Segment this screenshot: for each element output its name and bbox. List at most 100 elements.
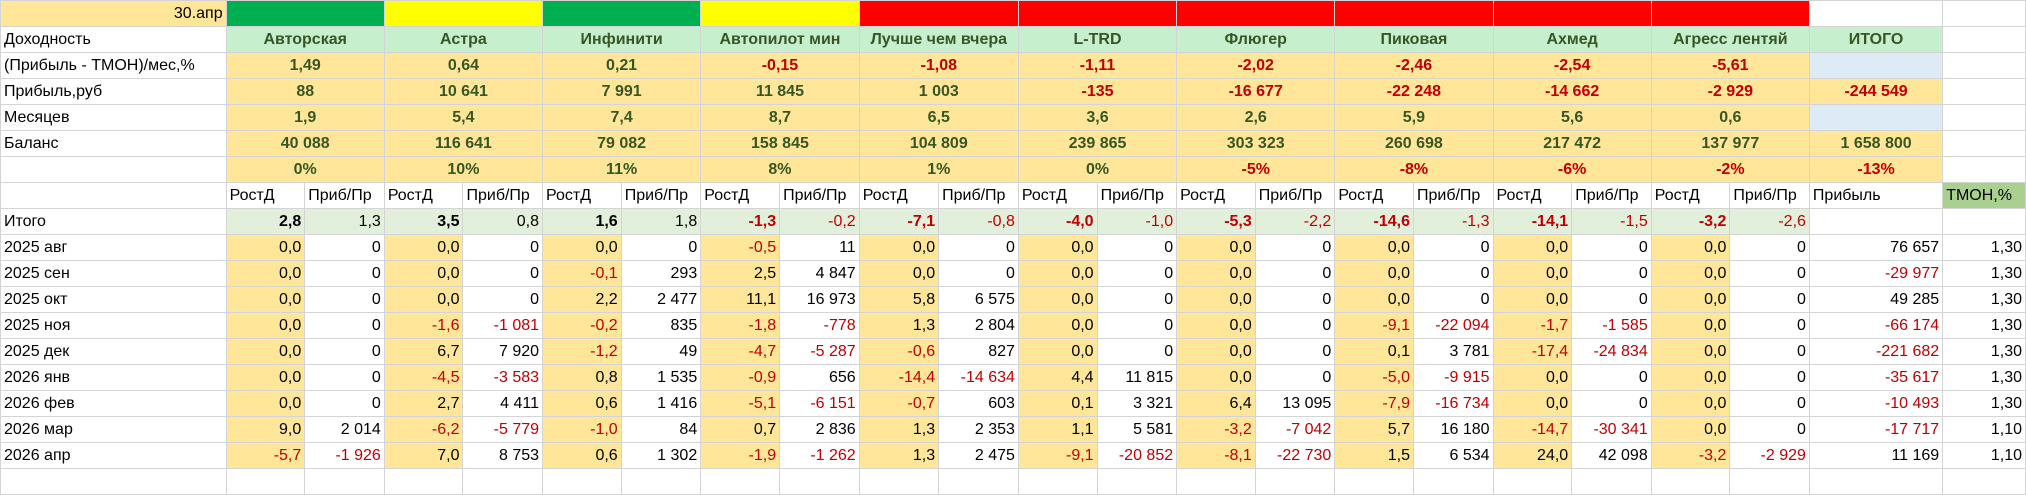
strategy-header-10[interactable]: Агресс лентяй bbox=[1650, 26, 1810, 53]
color-band-8[interactable] bbox=[1334, 0, 1494, 27]
blank-cell[interactable] bbox=[1942, 26, 2026, 53]
month-tmon[interactable]: 1,30 bbox=[1942, 312, 2026, 339]
month-rost[interactable]: 0,0 bbox=[1650, 286, 1731, 313]
month-rost[interactable]: 0,0 bbox=[225, 312, 306, 339]
total-rost[interactable]: -4,0 bbox=[1017, 208, 1098, 235]
month-rost[interactable]: 0,0 bbox=[1017, 260, 1098, 287]
month-rost[interactable]: 2,2 bbox=[542, 286, 622, 313]
month-rost[interactable]: -7,9 bbox=[1334, 390, 1414, 417]
total-prib[interactable]: -1,5 bbox=[1571, 208, 1652, 235]
strategy-header-8[interactable]: Пиковая bbox=[1334, 26, 1494, 53]
month-prib[interactable]: 0 bbox=[1254, 286, 1336, 313]
month-rost[interactable]: 0,0 bbox=[1650, 390, 1731, 417]
summary-total[interactable] bbox=[1808, 52, 1944, 79]
month-prib[interactable]: 0 bbox=[1571, 234, 1652, 261]
month-label[interactable]: 2026 мар bbox=[0, 416, 227, 443]
month-rost[interactable]: 1,5 bbox=[1334, 442, 1414, 469]
summary-value[interactable]: -6% bbox=[1492, 156, 1652, 183]
row-label[interactable]: (Прибыль - ТМОН)/мес,% bbox=[0, 52, 227, 79]
summary-value[interactable]: 5,6 bbox=[1492, 104, 1652, 131]
month-prib[interactable]: 2 836 bbox=[779, 416, 860, 443]
blank-cell[interactable] bbox=[1096, 468, 1178, 495]
month-rost[interactable]: 24,0 bbox=[1492, 442, 1573, 469]
total-rost[interactable]: -7,1 bbox=[858, 208, 940, 235]
month-profit[interactable]: 76 657 bbox=[1808, 234, 1944, 261]
month-rost[interactable]: 0,0 bbox=[858, 234, 940, 261]
total-rost[interactable]: 2,8 bbox=[225, 208, 306, 235]
blank-cell[interactable] bbox=[0, 468, 227, 495]
blank-cell[interactable] bbox=[1729, 468, 1810, 495]
month-rost[interactable]: 0,0 bbox=[225, 390, 306, 417]
summary-value[interactable]: 0% bbox=[1017, 156, 1178, 183]
total-prib[interactable]: -2,6 bbox=[1729, 208, 1810, 235]
month-rost[interactable]: 0,7 bbox=[700, 416, 781, 443]
month-rost[interactable]: -9,1 bbox=[1017, 442, 1098, 469]
summary-total[interactable] bbox=[1808, 104, 1944, 131]
month-prib[interactable]: 0 bbox=[304, 338, 385, 365]
month-rost[interactable]: -1,0 bbox=[542, 416, 622, 443]
subheader-prib[interactable]: Приб/Пр bbox=[779, 182, 860, 209]
month-rost[interactable]: 0,0 bbox=[225, 338, 306, 365]
month-rost[interactable]: -6,2 bbox=[383, 416, 464, 443]
total-rost[interactable]: -14,1 bbox=[1492, 208, 1573, 235]
total-prib[interactable]: 0,8 bbox=[462, 208, 544, 235]
summary-value[interactable]: -2,54 bbox=[1492, 52, 1652, 79]
blank-cell[interactable] bbox=[1942, 0, 2026, 27]
summary-value[interactable]: 10% bbox=[383, 156, 544, 183]
month-prib[interactable]: -1 926 bbox=[304, 442, 385, 469]
subheader-prib[interactable]: Приб/Пр bbox=[1254, 182, 1336, 209]
month-prib[interactable]: 0 bbox=[1571, 390, 1652, 417]
total-prib[interactable]: -0,8 bbox=[938, 208, 1019, 235]
color-band-4[interactable] bbox=[700, 0, 860, 27]
month-label[interactable]: 2026 апр bbox=[0, 442, 227, 469]
color-band-7[interactable] bbox=[1176, 0, 1336, 27]
month-rost[interactable]: 0,0 bbox=[1650, 260, 1731, 287]
month-tmon[interactable]: 1,30 bbox=[1942, 390, 2026, 417]
color-band-1[interactable] bbox=[225, 0, 385, 27]
blank-cell[interactable] bbox=[1254, 468, 1336, 495]
date-cell[interactable]: 30.апр bbox=[0, 0, 227, 27]
month-rost[interactable]: -0,2 bbox=[542, 312, 622, 339]
summary-total[interactable]: -13% bbox=[1808, 156, 1944, 183]
month-prib[interactable]: 0 bbox=[1096, 286, 1178, 313]
subheader-prib[interactable]: Приб/Пр bbox=[1571, 182, 1652, 209]
month-rost[interactable]: 0,0 bbox=[1650, 234, 1731, 261]
month-prib[interactable]: 0 bbox=[304, 286, 385, 313]
month-prib[interactable]: 0 bbox=[1412, 234, 1494, 261]
color-band-2[interactable] bbox=[383, 0, 544, 27]
month-rost[interactable]: 0,0 bbox=[1650, 364, 1731, 391]
month-rost[interactable]: -4,7 bbox=[700, 338, 781, 365]
summary-value[interactable]: 1 003 bbox=[858, 78, 1019, 105]
strategy-header-5[interactable]: Лучше чем вчера bbox=[858, 26, 1019, 53]
month-tmon[interactable]: 1,30 bbox=[1942, 364, 2026, 391]
month-rost[interactable]: 0,0 bbox=[225, 234, 306, 261]
month-rost[interactable]: 1,3 bbox=[858, 312, 940, 339]
subheader-prib[interactable]: Приб/Пр bbox=[1096, 182, 1178, 209]
month-prib[interactable]: 0 bbox=[1729, 364, 1810, 391]
summary-value[interactable]: 137 977 bbox=[1650, 130, 1810, 157]
blank-cell[interactable] bbox=[1942, 130, 2026, 157]
month-rost[interactable]: -4,5 bbox=[383, 364, 464, 391]
summary-value[interactable]: 40 088 bbox=[225, 130, 385, 157]
subheader-rost[interactable]: РостД bbox=[1334, 182, 1414, 209]
month-rost[interactable]: 6,7 bbox=[383, 338, 464, 365]
month-profit[interactable]: 49 285 bbox=[1808, 286, 1944, 313]
strategy-header-4[interactable]: Автопилот мин bbox=[700, 26, 860, 53]
summary-value[interactable]: 7,4 bbox=[542, 104, 702, 131]
month-rost[interactable]: -14,4 bbox=[858, 364, 940, 391]
blank-cell[interactable] bbox=[1412, 468, 1494, 495]
summary-value[interactable]: 260 698 bbox=[1334, 130, 1494, 157]
month-prib[interactable]: 2 014 bbox=[304, 416, 385, 443]
subheader-rost[interactable]: РостД bbox=[700, 182, 781, 209]
summary-value[interactable]: 5,9 bbox=[1334, 104, 1494, 131]
summary-value[interactable]: 0,6 bbox=[1650, 104, 1810, 131]
month-tmon[interactable]: 1,10 bbox=[1942, 416, 2026, 443]
summary-value[interactable]: -8% bbox=[1334, 156, 1494, 183]
blank-cell[interactable] bbox=[620, 468, 702, 495]
month-rost[interactable]: -0,6 bbox=[858, 338, 940, 365]
month-prib[interactable]: 16 973 bbox=[779, 286, 860, 313]
month-prib[interactable]: 1 302 bbox=[620, 442, 702, 469]
month-prib[interactable]: 6 575 bbox=[938, 286, 1019, 313]
month-rost[interactable]: 0,0 bbox=[1650, 338, 1731, 365]
month-prib[interactable]: -30 341 bbox=[1571, 416, 1652, 443]
